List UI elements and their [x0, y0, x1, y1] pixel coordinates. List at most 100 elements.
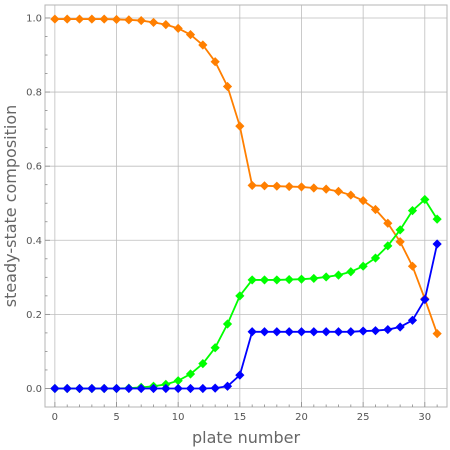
data-point [432, 214, 442, 224]
data-point [198, 383, 208, 394]
data-point [185, 369, 196, 379]
data-point [259, 275, 270, 285]
data-point [395, 237, 405, 247]
data-point [259, 181, 270, 191]
data-point [210, 383, 220, 393]
series-1 [50, 14, 442, 339]
data-point [321, 184, 331, 194]
data-point [222, 319, 233, 329]
x-tick-label: 0 [52, 412, 58, 423]
data-point [136, 15, 146, 26]
data-point [210, 343, 220, 353]
data-point [370, 204, 381, 215]
data-point [62, 14, 72, 24]
y-axis-title: steady-state composition [1, 105, 20, 308]
data-point [136, 383, 146, 394]
data-point [309, 183, 319, 193]
data-point [284, 327, 294, 337]
data-point [111, 383, 122, 394]
data-point [161, 383, 171, 394]
data-point [50, 14, 60, 24]
data-point [284, 181, 294, 192]
data-point [346, 267, 356, 277]
data-point [124, 383, 134, 394]
data-point [370, 253, 381, 263]
grid [45, 5, 447, 407]
data-point [284, 274, 294, 285]
data-point [383, 241, 393, 251]
data-point [198, 359, 208, 369]
data-point [272, 275, 282, 285]
data-point [432, 239, 442, 249]
data-point [333, 186, 344, 196]
data-point [321, 327, 331, 337]
data-point [259, 327, 270, 337]
x-tick-label: 5 [113, 412, 119, 423]
data-point [161, 20, 171, 30]
data-point [296, 274, 307, 284]
data-point [383, 218, 393, 228]
data-point [432, 329, 442, 339]
data-point [111, 14, 122, 25]
data-point [148, 383, 159, 394]
y-tick-label: 0.2 [26, 310, 42, 321]
data-point [235, 370, 245, 380]
x-tick-label: 15 [233, 412, 246, 423]
data-point [74, 383, 85, 394]
series-layer [50, 14, 442, 394]
data-point [358, 196, 368, 206]
data-point [173, 383, 183, 394]
data-point [247, 180, 257, 191]
data-point [62, 383, 72, 394]
data-point [395, 322, 405, 332]
data-point [321, 272, 331, 282]
data-point [222, 81, 233, 92]
y-tick-label: 0.0 [26, 384, 42, 395]
x-axis-title: plate number [192, 428, 300, 447]
data-point [87, 383, 97, 394]
data-point [370, 326, 381, 336]
data-point [333, 270, 344, 280]
data-point [74, 14, 85, 24]
x-tick-label: 25 [357, 412, 370, 423]
x-tick-label: 10 [172, 412, 185, 423]
data-point [358, 261, 368, 271]
data-point [346, 190, 356, 200]
data-point [99, 383, 109, 394]
y-tick-label: 0.4 [26, 236, 42, 247]
data-point [296, 182, 307, 192]
data-point [272, 327, 282, 337]
data-point [99, 14, 109, 24]
data-point [198, 40, 208, 50]
data-point [395, 225, 405, 235]
data-point [383, 324, 393, 335]
x-tick-label: 30 [418, 412, 431, 423]
data-point [247, 275, 257, 285]
data-point [358, 326, 368, 336]
data-point [87, 14, 97, 24]
plot-frame [44, 4, 448, 408]
data-point [173, 23, 183, 33]
data-point [50, 383, 60, 394]
y-tick-label: 0.8 [26, 88, 42, 99]
data-point [420, 294, 430, 305]
series-3 [50, 239, 442, 394]
data-point [124, 15, 134, 25]
data-point [407, 261, 418, 271]
data-point [235, 291, 245, 301]
data-point [185, 383, 196, 394]
data-point [420, 194, 430, 205]
data-point [309, 327, 319, 337]
y-tick-label: 0.6 [26, 162, 42, 173]
data-point [272, 181, 282, 191]
data-point [346, 327, 356, 337]
axis-ticks [45, 17, 438, 407]
data-point [185, 30, 196, 40]
data-point [407, 206, 418, 216]
data-point [333, 327, 344, 337]
x-tick-label: 20 [295, 412, 308, 423]
data-point [296, 327, 307, 337]
data-point [407, 315, 418, 325]
